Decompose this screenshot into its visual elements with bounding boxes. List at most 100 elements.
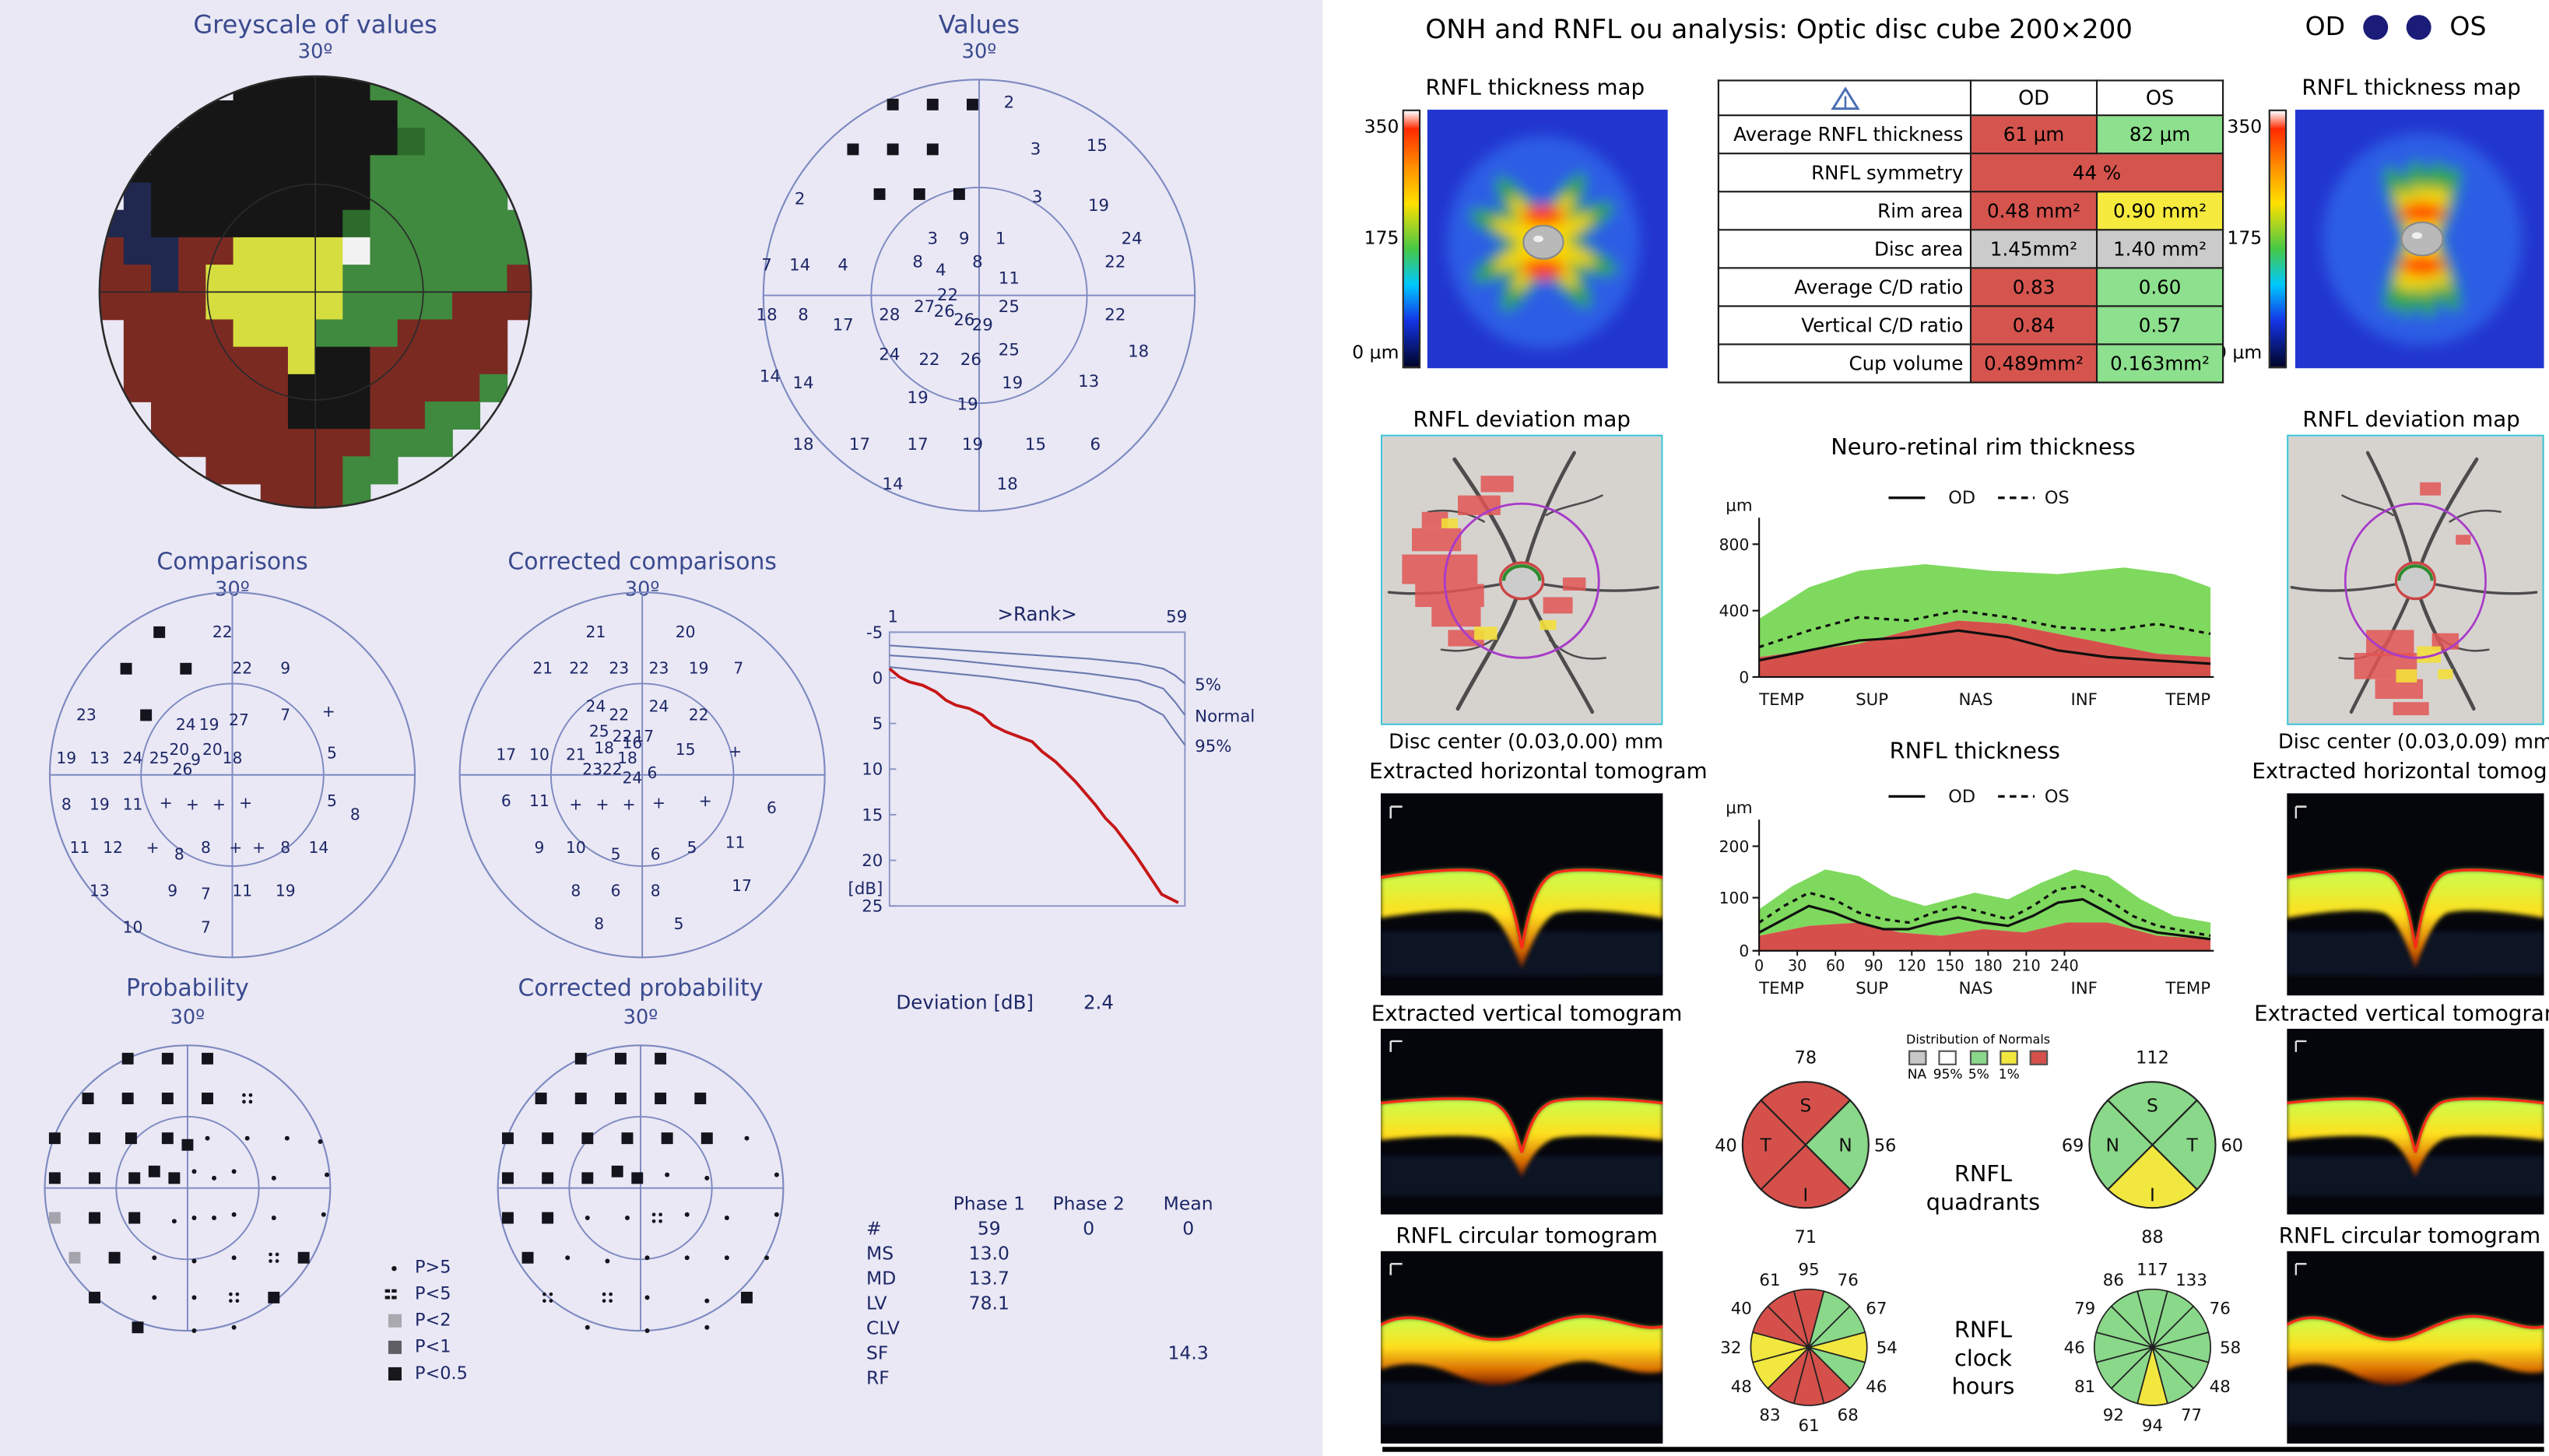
horizontal-tomogram-label-od: Extracted horizontal tomogram	[1369, 760, 1708, 785]
scale-175-os: 175	[2227, 227, 2263, 249]
svg-text:8: 8	[651, 881, 661, 900]
disc-center-os: Disc center (0.03,0.09) mm	[2278, 730, 2549, 754]
svg-text:N: N	[2106, 1135, 2120, 1156]
svg-text:9: 9	[280, 659, 290, 678]
svg-text:26: 26	[960, 350, 981, 370]
laterality-indicator: OD OS	[2305, 12, 2487, 41]
svg-text:18: 18	[617, 749, 637, 767]
svg-text:+: +	[252, 838, 265, 857]
horizontal-tomogram-label-os: Extracted horizontal tomogram	[2252, 760, 2549, 785]
svg-text:19: 19	[1088, 196, 1109, 216]
svg-text:22: 22	[212, 623, 233, 641]
svg-text:μm: μm	[1726, 798, 1752, 818]
vertical-tomogram-label-os: Extracted vertical tomogram	[2254, 1002, 2549, 1027]
os-value: 0.57	[2095, 305, 2224, 346]
probability-chart	[44, 1044, 332, 1334]
svg-text:15: 15	[1087, 136, 1108, 156]
svg-text:19: 19	[962, 435, 983, 454]
svg-text:I: I	[1803, 1184, 1808, 1206]
legend-label: P<0.5	[415, 1363, 468, 1384]
svg-text:11: 11	[69, 838, 90, 857]
svg-text:86: 86	[2103, 1271, 2124, 1290]
svg-text:TEMP: TEMP	[1758, 979, 1804, 998]
svg-text:+: +	[239, 793, 252, 812]
svg-text:22: 22	[609, 705, 629, 724]
svg-text:22: 22	[937, 286, 958, 305]
svg-text:22: 22	[689, 705, 709, 724]
svg-text:5: 5	[872, 714, 883, 734]
svg-text:+: +	[596, 795, 609, 814]
svg-text:18: 18	[1128, 342, 1149, 361]
svg-text:TEMP: TEMP	[2165, 690, 2210, 710]
svg-text:78: 78	[1795, 1048, 1817, 1068]
svg-text:94: 94	[2142, 1416, 2163, 1436]
svg-text:54: 54	[1877, 1338, 1898, 1358]
corrected-comparisons-title: Corrected comparisons	[507, 549, 777, 576]
svg-text:N: N	[1838, 1135, 1852, 1156]
svg-text:24: 24	[176, 715, 196, 734]
os-column-header: OS	[2095, 79, 2224, 117]
corrected-probability-chart	[497, 1044, 785, 1334]
svg-text:24: 24	[649, 697, 669, 716]
corrected-probability-subtitle: 30º	[623, 1005, 658, 1029]
values-title: Values	[938, 9, 1020, 40]
stats-value	[1039, 1291, 1139, 1316]
svg-text:25: 25	[862, 897, 883, 917]
svg-text:1: 1	[995, 229, 1006, 248]
thickness-map-label-os: RNFL thickness map	[2301, 76, 2521, 102]
svg-text:21: 21	[586, 623, 606, 641]
svg-text:30: 30	[1788, 956, 1806, 974]
svg-text:29: 29	[972, 315, 993, 335]
metric-label: Average C/D ratio	[1717, 267, 1972, 307]
svg-text:133: 133	[2175, 1271, 2207, 1290]
stats-key: #	[866, 1218, 882, 1240]
comparisons-title: Comparisons	[156, 549, 308, 576]
stats-value: 78.1	[968, 1292, 1009, 1314]
vertical-tomogram-label-od: Extracted vertical tomogram	[1371, 1002, 1683, 1027]
svg-text:+: +	[160, 793, 173, 812]
os-value: 1.40 mm²	[2095, 229, 2224, 269]
report-title: ONH and RNFL ou analysis: Optic disc cub…	[1425, 13, 2133, 45]
stats-value: 0	[1083, 1218, 1095, 1240]
svg-text:60: 60	[1826, 956, 1845, 974]
svg-text:6: 6	[651, 844, 661, 863]
svg-text:117: 117	[2136, 1261, 2168, 1280]
normals-swatch-label: 1%	[1998, 1067, 2020, 1082]
svg-text:60: 60	[2221, 1136, 2243, 1156]
dot-symbol-icon	[385, 1258, 403, 1276]
svg-text:2: 2	[795, 189, 806, 209]
legend-label: P<1	[415, 1337, 451, 1358]
svg-text:OD: OD	[1948, 787, 1975, 807]
stats-value: 14.3	[1167, 1342, 1209, 1364]
stats-value	[1139, 1241, 1238, 1266]
svg-text:19: 19	[90, 795, 110, 814]
svg-text:40: 40	[1731, 1300, 1752, 1319]
svg-text:76: 76	[1838, 1271, 1859, 1290]
visual-field-panel: Greyscale of values 30º Values 30º 2 3 15 2…	[0, 0, 1322, 1456]
svg-text:11: 11	[725, 833, 746, 852]
svg-text:23: 23	[76, 705, 97, 724]
svg-text:25: 25	[149, 749, 170, 767]
normals-color-swatch	[2000, 1050, 2019, 1065]
svg-text:19: 19	[957, 395, 978, 415]
svg-text:27: 27	[914, 297, 935, 317]
svg-text:150: 150	[1936, 956, 1964, 974]
rnfl-chart-title: RNFL thickness	[1889, 738, 2060, 765]
legend-label: P>5	[415, 1258, 451, 1278]
svg-text:8: 8	[571, 881, 581, 900]
svg-text:17: 17	[833, 315, 854, 335]
stats-header: Phase 2	[1052, 1193, 1125, 1215]
svg-text:20: 20	[862, 851, 883, 871]
svg-text:9: 9	[167, 881, 177, 900]
greyscale-title: Greyscale of values	[193, 9, 437, 40]
stats-value	[1139, 1316, 1238, 1341]
svg-text:14: 14	[792, 374, 813, 393]
svg-text:17: 17	[908, 435, 929, 454]
svg-text:6: 6	[648, 763, 658, 782]
svg-text:17: 17	[496, 746, 516, 764]
stats-header: Mean	[1163, 1193, 1213, 1215]
svg-text:SUP: SUP	[1856, 690, 1888, 710]
svg-text:8: 8	[972, 252, 983, 272]
triangle-icon	[1830, 86, 1859, 110]
